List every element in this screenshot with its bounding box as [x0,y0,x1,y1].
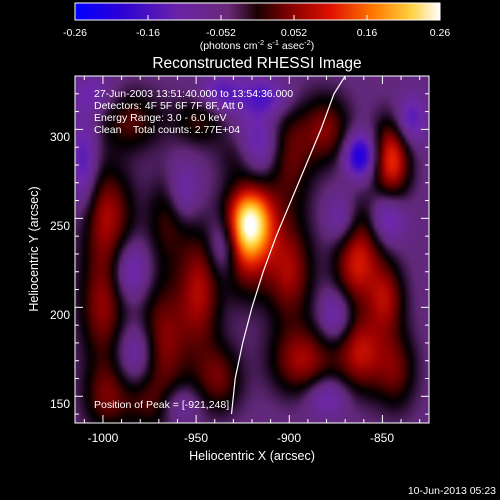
colorbar: -0.26 -0.16 -0.052 0.052 0.16 0.26 (phot… [63,2,451,52]
y-tick-label-1: 200 [50,308,70,322]
colorbar-tick-label-5: 0.26 [430,27,451,39]
x-axis-label: Heliocentric X (arcsec) [189,449,315,463]
info-line-clean-counts: Clean Total counts: 2.77E+04 [94,124,240,136]
colorbar-tick-label-2: -0.052 [206,27,236,39]
y-tick-label-0: 150 [50,397,70,411]
colorbar-strip [75,3,440,20]
colorbar-tick-label-0: -0.26 [63,27,87,39]
colorbar-tick-label-3: 0.052 [281,27,307,39]
peak-position-label: Position of Peak = [-921,248] [94,399,229,411]
heatmap-image [75,76,429,423]
y-tick-label-2: 250 [50,219,70,233]
colorbar-tick-label-1: -0.16 [136,27,160,39]
info-line-detectors: Detectors: 4F 5F 6F 7F 8F, Att 0 [94,100,244,112]
info-line-energy-range: Energy Range: 3.0 - 6.0 keV [94,112,227,124]
x-tick-label-2: -900 [277,431,301,445]
colorbar-frame [74,2,441,21]
solar-limb-curve [230,76,346,415]
x-tick-label-3: -850 [370,431,394,445]
colorbar-tick-label-4: 0.16 [357,27,378,39]
footer-timestamp: 10-Jun-2013 05:23 [408,485,496,497]
plot-frame [74,75,430,424]
chart-title: Reconstructed RHESSI Image [152,55,361,72]
x-tick-label-0: -1000 [88,431,119,445]
axis-tick-marks [75,75,429,423]
y-axis-label: Heliocentric Y (arcsec) [27,186,41,311]
colorbar-units-label: (photons cm-2 s-1 asec-2) [200,38,315,52]
info-line-time-range: 27-Jun-2003 13:51:40.000 to 13:54:36.000 [94,88,293,100]
y-tick-label-3: 300 [50,130,70,144]
colorbar-tick-marks [74,15,441,20]
x-tick-label-1: -950 [184,431,208,445]
